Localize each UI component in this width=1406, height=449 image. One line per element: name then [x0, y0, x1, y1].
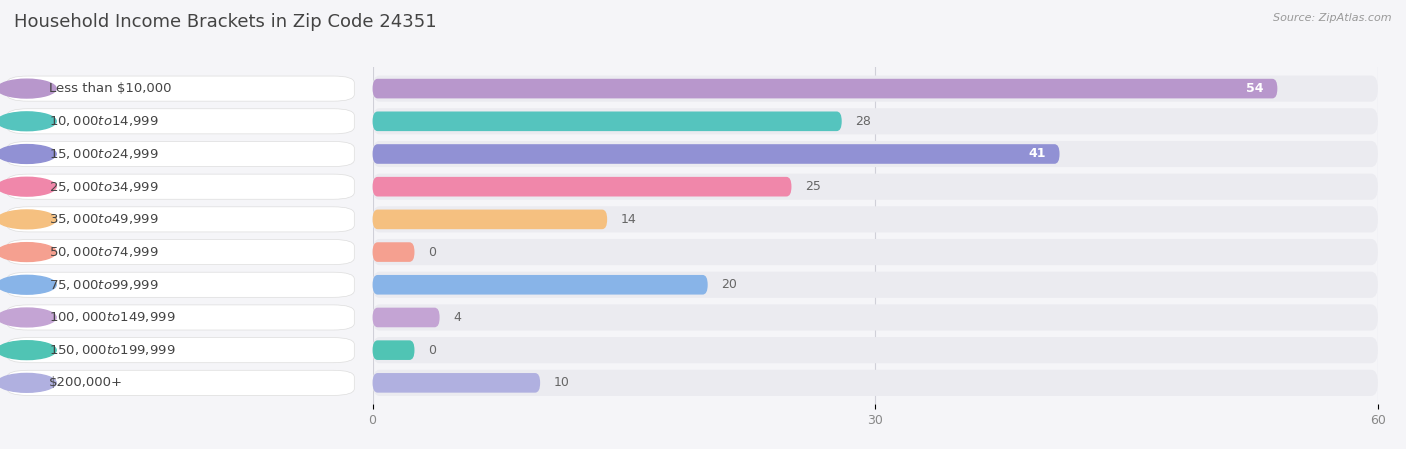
- FancyBboxPatch shape: [373, 275, 707, 295]
- FancyBboxPatch shape: [373, 108, 1378, 134]
- Text: 54: 54: [1247, 82, 1264, 95]
- Text: 28: 28: [855, 115, 870, 128]
- FancyBboxPatch shape: [373, 75, 1378, 101]
- Text: Source: ZipAtlas.com: Source: ZipAtlas.com: [1274, 13, 1392, 23]
- FancyBboxPatch shape: [373, 242, 415, 262]
- FancyBboxPatch shape: [373, 337, 1378, 363]
- FancyBboxPatch shape: [373, 210, 607, 229]
- FancyBboxPatch shape: [373, 340, 415, 360]
- Text: Household Income Brackets in Zip Code 24351: Household Income Brackets in Zip Code 24…: [14, 13, 437, 31]
- FancyBboxPatch shape: [373, 79, 1277, 98]
- FancyBboxPatch shape: [373, 304, 1378, 330]
- Text: $25,000 to $34,999: $25,000 to $34,999: [49, 180, 159, 194]
- Text: $35,000 to $49,999: $35,000 to $49,999: [49, 212, 159, 226]
- Text: 0: 0: [427, 246, 436, 259]
- FancyBboxPatch shape: [373, 141, 1378, 167]
- Text: $150,000 to $199,999: $150,000 to $199,999: [49, 343, 176, 357]
- Text: $200,000+: $200,000+: [49, 376, 124, 389]
- FancyBboxPatch shape: [373, 144, 1060, 164]
- Text: 41: 41: [1029, 147, 1046, 160]
- FancyBboxPatch shape: [373, 272, 1378, 298]
- Text: 20: 20: [721, 278, 737, 291]
- FancyBboxPatch shape: [373, 373, 540, 393]
- FancyBboxPatch shape: [373, 370, 1378, 396]
- Text: $100,000 to $149,999: $100,000 to $149,999: [49, 310, 176, 325]
- FancyBboxPatch shape: [373, 206, 1378, 233]
- Text: $10,000 to $14,999: $10,000 to $14,999: [49, 114, 159, 128]
- FancyBboxPatch shape: [373, 308, 440, 327]
- FancyBboxPatch shape: [373, 239, 1378, 265]
- Text: 14: 14: [620, 213, 637, 226]
- Text: $15,000 to $24,999: $15,000 to $24,999: [49, 147, 159, 161]
- FancyBboxPatch shape: [373, 177, 792, 197]
- Text: $50,000 to $74,999: $50,000 to $74,999: [49, 245, 159, 259]
- Text: Less than $10,000: Less than $10,000: [49, 82, 172, 95]
- FancyBboxPatch shape: [373, 111, 842, 131]
- FancyBboxPatch shape: [373, 174, 1378, 200]
- Text: $75,000 to $99,999: $75,000 to $99,999: [49, 278, 159, 292]
- Text: 4: 4: [453, 311, 461, 324]
- Text: 10: 10: [554, 376, 569, 389]
- Text: 0: 0: [427, 343, 436, 357]
- Text: 25: 25: [804, 180, 821, 193]
